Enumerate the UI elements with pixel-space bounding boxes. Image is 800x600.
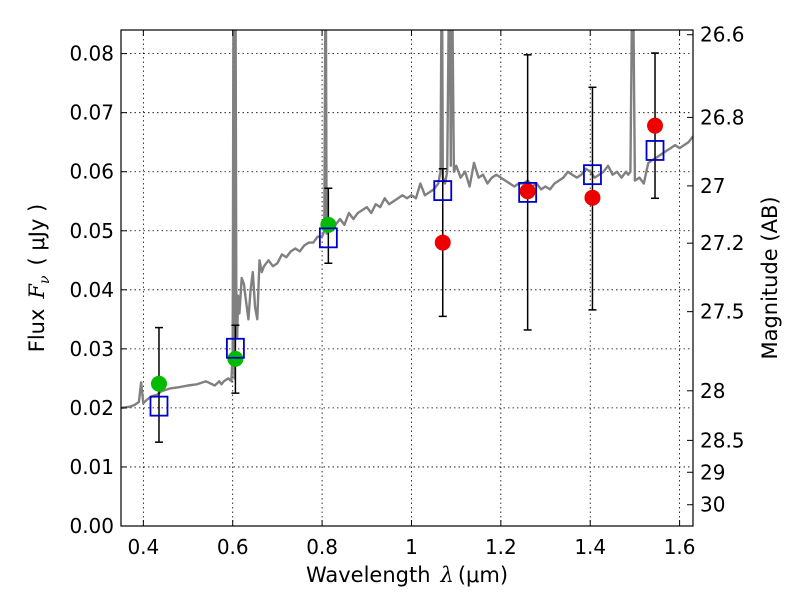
x-tick-label: 1.2 <box>485 535 517 559</box>
y2-tick-label: 29 <box>700 460 725 484</box>
observed-point-green <box>320 216 337 233</box>
y-axis-label: FluxFν( μJy ) <box>25 204 53 352</box>
x-tick-label: 0.6 <box>217 535 249 559</box>
y2-tick-label: 26.8 <box>700 105 745 129</box>
y2-tick-label: 26.6 <box>700 23 745 47</box>
y-tick-label: 0.05 <box>69 219 114 243</box>
x-tick-label: 0.4 <box>127 535 159 559</box>
y2-tick-label: 28.5 <box>700 428 745 452</box>
observed-point-red <box>519 183 536 200</box>
y-tick-label: 0.00 <box>69 514 114 538</box>
x-tick-label: 0.8 <box>306 535 338 559</box>
axis-ticks: 0.4 0.6 0.8 1 1.2 1.4 1.6 0.00 0.01 0.02 0.03 0.04 0… <box>69 23 744 559</box>
y-tick-label: 0.06 <box>69 160 114 184</box>
model-photometry-square <box>645 140 665 161</box>
y2-tick-label: 28 <box>700 379 725 403</box>
x-axis-label: Wavelength λ (μm) <box>306 563 508 587</box>
y-tick-label: 0.01 <box>69 455 114 479</box>
plot-area <box>121 30 693 526</box>
y-tick-label: 0.03 <box>69 337 114 361</box>
observed-point-red <box>434 234 451 251</box>
plot-frame <box>120 29 694 527</box>
model-photometry-square <box>518 181 538 203</box>
model-photometry-square <box>225 337 245 359</box>
observed-point-red <box>647 117 664 134</box>
y2-tick-label: 27.5 <box>700 300 745 324</box>
observed-point-green <box>150 375 167 392</box>
y-tick-label: 0.04 <box>69 278 114 302</box>
x-tick-label: 1.6 <box>664 535 696 559</box>
model-photometry-square <box>318 227 338 249</box>
model-photometry-points <box>149 140 665 417</box>
y-tick-label: 0.02 <box>69 396 114 420</box>
y2-tick-label: 27 <box>700 174 725 198</box>
observed-points <box>150 117 664 392</box>
y2-tick-label: 30 <box>700 493 725 517</box>
y-tick-label: 0.08 <box>69 42 114 66</box>
model-photometry-square <box>149 395 169 417</box>
x-tick-label: 1 <box>405 535 418 559</box>
x-tick-label: 1.4 <box>574 535 606 559</box>
observed-point-red <box>584 189 601 206</box>
y-tick-label: 0.07 <box>69 101 114 125</box>
y2-tick-label: 27.2 <box>700 231 745 255</box>
observed-point-green <box>227 350 244 367</box>
model-photometry-square <box>583 164 602 186</box>
y2-axis-label: Magnitude (AB) <box>758 196 782 359</box>
model-photometry-square <box>433 180 453 202</box>
